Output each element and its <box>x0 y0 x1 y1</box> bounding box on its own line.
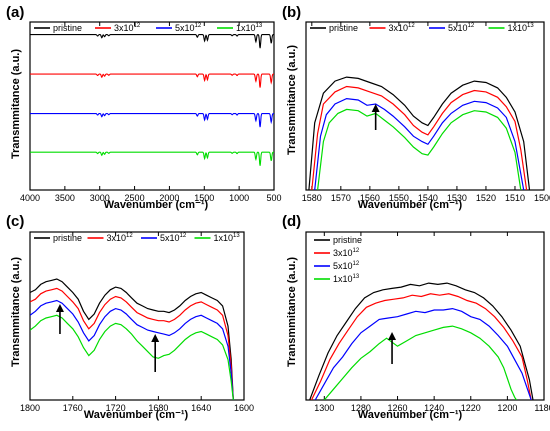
series-line-0-1 <box>30 73 274 88</box>
x-tick-label-0-3: 2500 <box>125 193 145 203</box>
series-line-3-1 <box>310 293 532 400</box>
legend-label-0-1: 3x1012 <box>114 23 141 33</box>
panel-b-letter: (b) <box>282 4 301 21</box>
panel-1-plot: 1580 1570 1560 1550 1540 1530 1520 1510 1500 pris… <box>302 21 550 203</box>
legend-label-2-0: pristine <box>53 233 82 243</box>
x-tick-label-3-3: 1240 <box>424 403 444 413</box>
series-group-0 <box>30 34 274 166</box>
legend-label-3-1: 3x1012 <box>333 248 360 258</box>
x-tick-label-1-0: 1580 <box>302 193 322 203</box>
x-tick-label-3-4: 1220 <box>461 403 481 413</box>
plot-frame-2 <box>29 231 245 401</box>
series-line-2-0 <box>30 278 234 400</box>
x-tick-label-1-5: 1530 <box>447 193 467 203</box>
arrow-head-2-1 <box>151 334 160 342</box>
x-tick-label-1-7: 1510 <box>505 193 525 203</box>
panel-3-plot: 1300 1280 1260 1240 1220 1200 1180 pristine 3x10… <box>305 231 550 413</box>
panel-b-ylabel: Transmmitance (a.u.) <box>286 45 298 155</box>
arrow-head-3-0 <box>388 332 397 340</box>
panel-2-plot: 1800 1760 1720 1680 1640 1600 pristine 3x1012 5x… <box>20 231 254 413</box>
x-tick-label-0-4: 2000 <box>159 193 179 203</box>
series-line-2-2 <box>30 299 234 400</box>
panel-b-xlabel: Wavenumber (cm⁻¹) <box>358 199 463 211</box>
series-line-2-1 <box>30 287 234 400</box>
series-line-1-1 <box>311 85 528 190</box>
legend-label-2-1: 3x1012 <box>107 233 134 243</box>
x-tick-label-1-8: 1500 <box>534 193 550 203</box>
x-tick-label-3-6: 1180 <box>534 403 550 413</box>
series-line-0-2 <box>30 113 274 128</box>
legend-label-1-3: 1x1013 <box>508 23 535 33</box>
x-tick-label-0-6: 1000 <box>229 193 249 203</box>
legend-label-0-0: pristine <box>53 23 82 33</box>
x-tick-label-1-3: 1550 <box>389 193 409 203</box>
plot-frame-0 <box>29 21 275 191</box>
x-tick-label-2-2: 1720 <box>106 403 126 413</box>
x-tick-label-2-0: 1800 <box>20 403 40 413</box>
legend-label-2-3: 1x1013 <box>214 233 241 243</box>
panel-0-plot: 4000 3500 3000 2500 2000 1500 1000 500 pristine 3… <box>20 21 282 203</box>
x-tick-label-2-1: 1760 <box>63 403 83 413</box>
x-tick-label-0-0: 4000 <box>20 193 40 203</box>
plot-frame-1 <box>305 21 545 191</box>
panel-c-xlabel: Wavenumber (cm⁻¹) <box>84 409 189 421</box>
plot-frame-3 <box>305 231 545 401</box>
panel-c-ylabel: Transmmitance (a.u.) <box>10 257 22 367</box>
panel-a-xlabel: Wavenumber (cm⁻¹) <box>104 199 209 211</box>
series-line-0-3 <box>30 151 274 166</box>
series-line-2-3 <box>30 314 234 400</box>
x-tick-label-3-5: 1200 <box>497 403 517 413</box>
series-line-3-0 <box>309 282 534 400</box>
series-line-1-0 <box>308 76 531 190</box>
panel-d-ylabel: Transmmitance (a.u.) <box>286 257 298 367</box>
panel-d-letter: (d) <box>282 213 301 230</box>
x-tick-label-2-5: 1600 <box>234 403 254 413</box>
x-tick-label-1-6: 1520 <box>476 193 496 203</box>
arrow-head-1-0 <box>371 104 380 112</box>
legend-label-0-2: 5x1012 <box>175 23 202 33</box>
x-tick-label-0-1: 3500 <box>55 193 75 203</box>
legend-label-0-3: 1x1013 <box>236 23 263 33</box>
x-tick-label-3-0: 1300 <box>314 403 334 413</box>
x-tick-label-1-1: 1570 <box>331 193 351 203</box>
series-line-1-3 <box>317 108 522 190</box>
plots-layer: 4000 3500 3000 2500 2000 1500 1000 500 pristine 3… <box>20 21 550 413</box>
legend-label-1-0: pristine <box>329 23 358 33</box>
x-tick-label-1-2: 1560 <box>360 193 380 203</box>
series-line-1-2 <box>314 97 525 190</box>
legend-label-3-3: 1x1013 <box>333 274 360 284</box>
legend-label-3-0: pristine <box>333 235 362 245</box>
x-tick-label-1-4: 1540 <box>418 193 438 203</box>
x-tick-label-0-5: 1500 <box>194 193 214 203</box>
x-tick-label-2-4: 1640 <box>191 403 211 413</box>
arrow-head-2-0 <box>55 304 64 312</box>
x-tick-label-3-2: 1260 <box>388 403 408 413</box>
series-line-0-0 <box>30 34 274 49</box>
legend-label-1-1: 3x1012 <box>389 23 416 33</box>
panel-c-letter: (c) <box>6 213 24 230</box>
series-group-2 <box>30 278 234 400</box>
legend-label-3-2: 5x1012 <box>333 261 360 271</box>
x-tick-label-0-2: 3000 <box>90 193 110 203</box>
series-group-3 <box>309 282 534 400</box>
panel-d-xlabel: Wavenumber (cm⁻¹) <box>358 409 463 421</box>
series-line-3-2 <box>314 307 532 400</box>
x-tick-label-3-1: 1280 <box>351 403 371 413</box>
legend-label-1-2: 5x1012 <box>448 23 475 33</box>
panel-a-letter: (a) <box>6 4 24 21</box>
x-tick-label-2-3: 1680 <box>148 403 168 413</box>
panel-a-ylabel: Transmmitance (a.u.) <box>10 49 22 159</box>
x-tick-label-0-7: 500 <box>266 193 281 203</box>
series-line-3-3 <box>323 325 517 400</box>
legend-label-2-2: 5x1012 <box>160 233 187 243</box>
series-group-1 <box>308 76 531 190</box>
